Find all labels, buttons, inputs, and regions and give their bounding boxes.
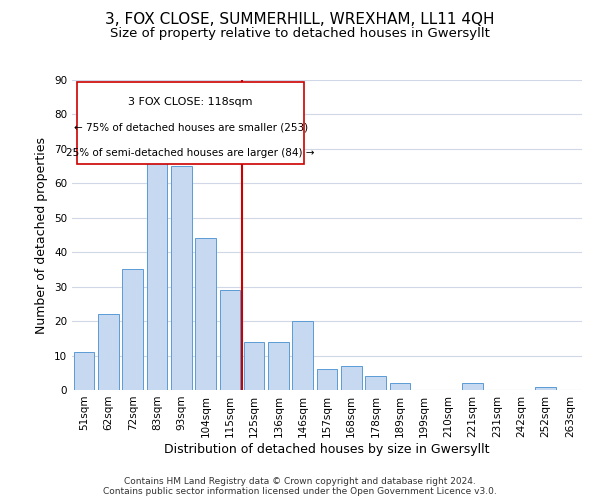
Bar <box>171 166 191 390</box>
Bar <box>317 370 337 390</box>
Text: Contains public sector information licensed under the Open Government Licence v3: Contains public sector information licen… <box>103 486 497 496</box>
Text: 3 FOX CLOSE: 118sqm: 3 FOX CLOSE: 118sqm <box>128 97 253 107</box>
Bar <box>365 376 386 390</box>
Bar <box>74 352 94 390</box>
FancyBboxPatch shape <box>77 82 304 164</box>
Bar <box>535 386 556 390</box>
Bar <box>122 270 143 390</box>
Text: 3, FOX CLOSE, SUMMERHILL, WREXHAM, LL11 4QH: 3, FOX CLOSE, SUMMERHILL, WREXHAM, LL11 … <box>105 12 495 28</box>
Bar <box>220 290 240 390</box>
Bar <box>146 156 167 390</box>
Bar <box>244 342 265 390</box>
Bar <box>292 321 313 390</box>
Bar <box>268 342 289 390</box>
Y-axis label: Number of detached properties: Number of detached properties <box>35 136 49 334</box>
Bar <box>98 314 119 390</box>
Text: 25% of semi-detached houses are larger (84) →: 25% of semi-detached houses are larger (… <box>67 148 315 158</box>
X-axis label: Distribution of detached houses by size in Gwersyllt: Distribution of detached houses by size … <box>164 442 490 456</box>
Text: Contains HM Land Registry data © Crown copyright and database right 2024.: Contains HM Land Registry data © Crown c… <box>124 476 476 486</box>
Text: ← 75% of detached houses are smaller (253): ← 75% of detached houses are smaller (25… <box>74 122 308 132</box>
Text: Size of property relative to detached houses in Gwersyllt: Size of property relative to detached ho… <box>110 28 490 40</box>
Bar <box>389 383 410 390</box>
Bar <box>195 238 216 390</box>
Bar <box>341 366 362 390</box>
Bar <box>463 383 483 390</box>
